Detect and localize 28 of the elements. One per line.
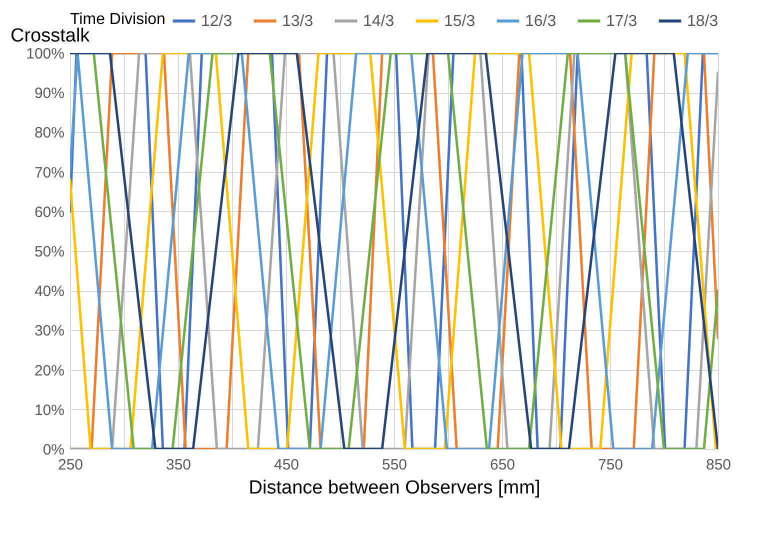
x-tick-label: 650 [490, 456, 516, 474]
y-tick-label: 0% [42, 442, 64, 458]
y-tick-label: 30% [34, 322, 64, 340]
legend-label: 14/3 [363, 13, 394, 30]
x-tick-label: 550 [382, 456, 408, 474]
y-tick-label: 60% [34, 204, 64, 221]
legend-label: 17/3 [606, 13, 638, 30]
y-tick-label: 40% [34, 283, 64, 300]
y-tick-label: 100% [26, 46, 64, 62]
x-tick-label: 850 [706, 456, 732, 474]
y-tick-label: 20% [34, 362, 64, 380]
x-tick-label: 350 [166, 456, 192, 474]
y-tick-label: 90% [34, 85, 64, 102]
y-tick-label: 80% [34, 124, 64, 142]
y-tick-label: 50% [34, 244, 64, 260]
legend-title: Time Division [70, 11, 166, 28]
legend-label: 16/3 [525, 13, 556, 30]
legend-label: 18/3 [687, 13, 718, 30]
x-axis-title: Distance between Observers [mm] [248, 478, 540, 498]
legend-label: 13/3 [282, 13, 314, 30]
x-tick-label: 450 [274, 456, 300, 474]
x-tick-label: 750 [598, 456, 624, 474]
y-tick-label: 70% [34, 164, 64, 182]
legend-label: 12/3 [201, 13, 232, 30]
y-axis-title: Crosstalk [10, 26, 90, 46]
legend-label: 15/3 [444, 13, 476, 30]
y-tick-label: 10% [34, 402, 64, 419]
x-tick-label: 250 [58, 456, 84, 474]
